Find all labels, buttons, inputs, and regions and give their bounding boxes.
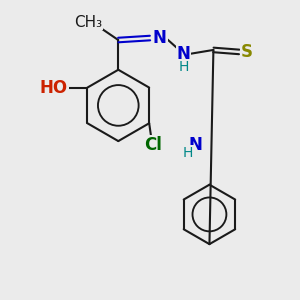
Text: H: H bbox=[178, 60, 189, 74]
Text: HO: HO bbox=[40, 79, 68, 97]
Text: H: H bbox=[182, 146, 193, 160]
Text: CH₃: CH₃ bbox=[74, 15, 103, 30]
Text: N: N bbox=[177, 45, 190, 63]
Text: S: S bbox=[241, 43, 253, 61]
Text: N: N bbox=[153, 29, 167, 47]
Text: N: N bbox=[189, 136, 202, 154]
Text: Cl: Cl bbox=[144, 136, 162, 154]
